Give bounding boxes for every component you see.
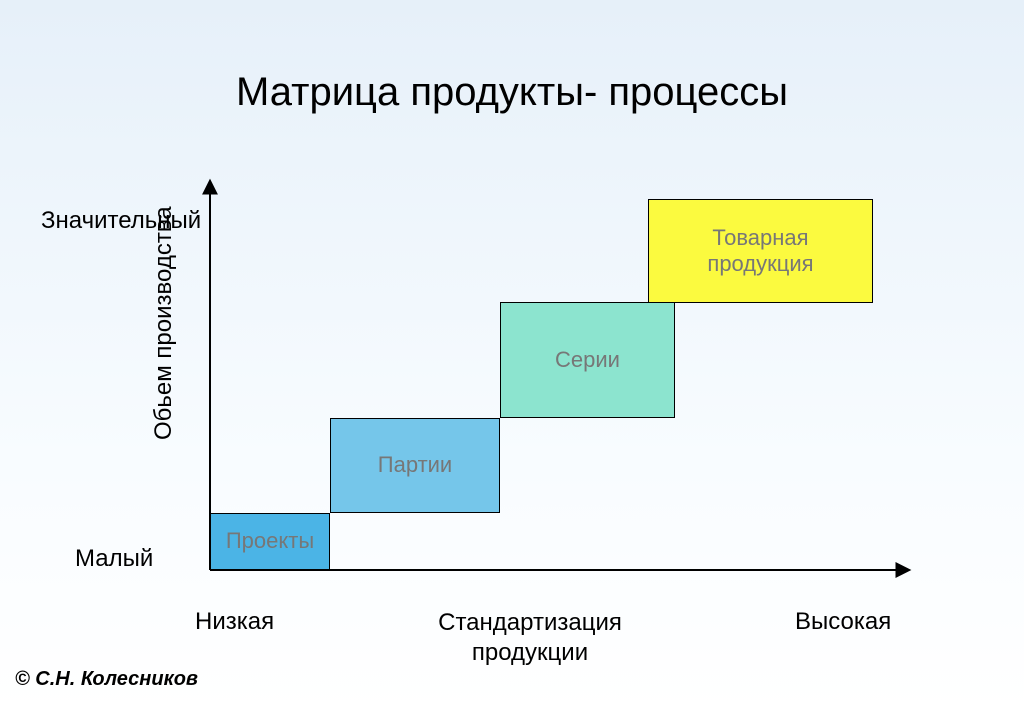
box-batches: Партии xyxy=(330,418,500,513)
y-axis-low-label: Малый xyxy=(75,545,153,573)
box-label: Товарная продукция xyxy=(657,225,864,278)
x-axis-high-label: Высокая xyxy=(795,608,891,636)
box-label: Проекты xyxy=(226,528,314,554)
box-label: Серии xyxy=(555,347,620,373)
box-label: Партии xyxy=(378,452,452,478)
chart-area: Проекты Партии Серии Товарная продукция xyxy=(210,195,900,570)
box-commodity: Товарная продукция xyxy=(648,199,873,303)
x-axis-low-label: Низкая xyxy=(195,608,274,636)
x-axis-title: Стандартизация продукции xyxy=(380,608,680,668)
y-axis-title-line1: Обьем производства xyxy=(150,206,178,440)
copyright: © С.Н. Колесников xyxy=(15,668,198,691)
slide: Матрица продукты- процессы Значительный … xyxy=(0,0,1024,709)
box-projects: Проекты xyxy=(210,513,330,570)
slide-title: Матрица продукты- процессы xyxy=(0,70,1024,115)
box-series: Серии xyxy=(500,302,675,418)
